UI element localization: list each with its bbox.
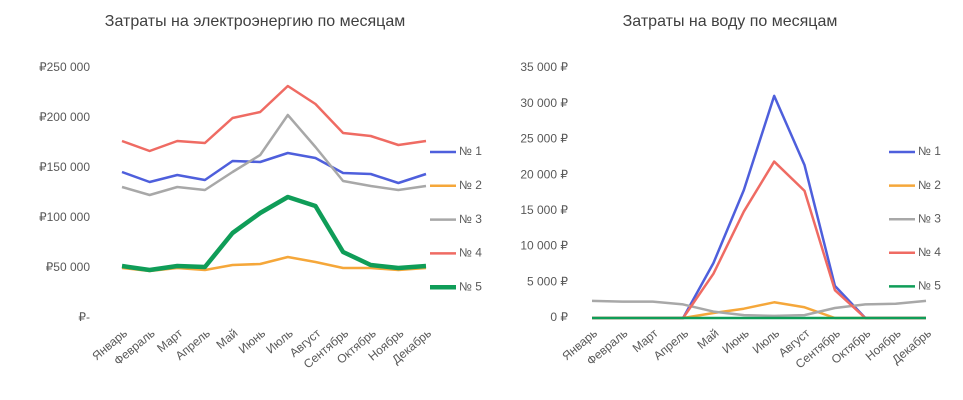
series-line — [121, 84, 427, 153]
y-tick-label: ₽100 000 — [39, 210, 90, 224]
y-tick-label: 35 000 ₽ — [520, 60, 568, 74]
y-tick-label: 0 ₽ — [550, 310, 568, 324]
legend-label: № 1 — [918, 144, 941, 158]
x-tick-label: Май — [694, 326, 721, 352]
series-line — [121, 113, 427, 197]
chart-title: Затраты на воду по месяцам — [623, 13, 838, 30]
y-tick-label: 30 000 ₽ — [520, 96, 568, 110]
legend-label: № 1 — [459, 144, 482, 158]
series-line — [591, 299, 927, 318]
legend-label: № 2 — [459, 178, 482, 192]
y-tick-label: 15 000 ₽ — [520, 203, 568, 217]
legend-label: № 4 — [459, 246, 482, 260]
series-line — [121, 151, 427, 185]
legend-label: № 3 — [459, 212, 482, 226]
y-tick-label: 25 000 ₽ — [520, 132, 568, 146]
y-tick-label: ₽50 000 — [46, 260, 91, 274]
x-tick-label: Апрель — [651, 326, 691, 363]
legend-label: № 5 — [918, 279, 941, 293]
x-tick-label: Июнь — [236, 326, 268, 356]
y-tick-label: ₽250 000 — [39, 60, 90, 74]
y-tick-label: 10 000 ₽ — [520, 239, 568, 253]
legend-label: № 3 — [918, 211, 941, 225]
series-line — [121, 194, 427, 273]
y-tick-label: ₽200 000 — [39, 110, 90, 124]
y-tick-label: 5 000 ₽ — [527, 274, 568, 288]
series-line — [592, 160, 926, 320]
x-tick-label: Июнь — [719, 326, 751, 356]
series-line — [592, 94, 926, 320]
legend-label: № 2 — [918, 178, 941, 192]
chart-title: Затраты на электроэнергию по месяцам — [105, 13, 405, 30]
y-tick-label: 20 000 ₽ — [520, 167, 568, 181]
legend-label: № 4 — [918, 245, 941, 259]
y-tick-label: ₽- — [78, 310, 90, 324]
y-tick-label: ₽150 000 — [39, 160, 90, 174]
legend-label: № 5 — [459, 279, 482, 293]
